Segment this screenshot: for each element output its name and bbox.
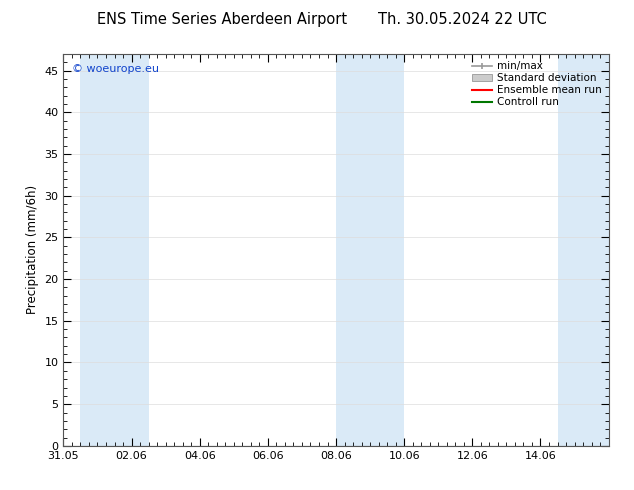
Text: ENS Time Series Aberdeen Airport: ENS Time Series Aberdeen Airport xyxy=(97,12,347,27)
Bar xyxy=(336,54,404,446)
Bar xyxy=(81,54,148,446)
Bar xyxy=(557,54,609,446)
Legend: min/max, Standard deviation, Ensemble mean run, Controll run: min/max, Standard deviation, Ensemble me… xyxy=(470,59,604,110)
Text: © woeurope.eu: © woeurope.eu xyxy=(72,64,158,74)
Y-axis label: Precipitation (mm/6h): Precipitation (mm/6h) xyxy=(26,185,39,315)
Text: Th. 30.05.2024 22 UTC: Th. 30.05.2024 22 UTC xyxy=(378,12,547,27)
